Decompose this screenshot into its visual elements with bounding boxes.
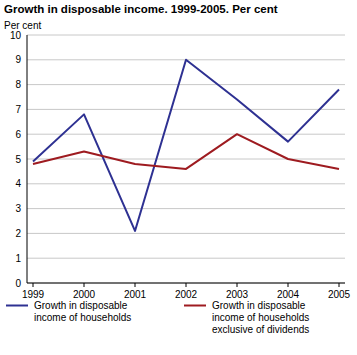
legend-label: Growth in disposableincome of households… (212, 300, 309, 335)
grid-line (27, 159, 345, 160)
grid-line (27, 258, 345, 259)
x-tick (135, 283, 136, 287)
plot-area (33, 60, 339, 231)
y-tick-label: 4 (15, 178, 21, 189)
grid-line (27, 208, 345, 209)
x-tick (339, 283, 340, 287)
y-tick-label: 10 (10, 30, 22, 41)
y-tick-label: 6 (15, 129, 21, 140)
y-tick-label: 1 (15, 253, 21, 264)
title: Growth in disposable income. 1999-2005. … (4, 3, 278, 15)
legend-line: exclusive of dividends (212, 324, 309, 335)
x-tick-label: 2005 (328, 289, 351, 300)
x-tick (237, 283, 238, 287)
x-tick-label: 2003 (226, 289, 249, 300)
legend-label: Growth in disposableincome of households (34, 300, 131, 323)
chart: Growth in disposable income. 1999-2005. … (0, 0, 357, 355)
x-tick-label: 2004 (277, 289, 300, 300)
x-tick (288, 283, 289, 287)
legend-line: income of households (212, 312, 309, 323)
y-tick-label: 7 (15, 104, 21, 115)
x-tick-label: 2001 (124, 289, 147, 300)
series-line (33, 60, 339, 231)
y-tick-label: 5 (15, 154, 21, 165)
x-tick (186, 283, 187, 287)
grid-line (27, 35, 345, 36)
y-tick-label: 0 (15, 278, 21, 289)
x-tick (33, 283, 34, 287)
x-tick-label: 2002 (175, 289, 198, 300)
y-axis (27, 35, 28, 283)
grid-line (27, 84, 345, 85)
grid-line (27, 134, 345, 135)
x-tick-label: 1999 (22, 289, 45, 300)
legend-line: Growth in disposable (212, 300, 306, 311)
y-tick-label: 3 (15, 203, 21, 214)
y-tick-label: 8 (15, 79, 21, 90)
legend-swatch (6, 305, 28, 307)
grid-line (27, 109, 345, 110)
y-tick-label: 9 (15, 54, 21, 65)
series-line (33, 134, 339, 169)
x-tick (84, 283, 85, 287)
legend-line: Growth in disposable (34, 300, 128, 311)
grid-line (27, 233, 345, 234)
x-tick-label: 2000 (73, 289, 96, 300)
legend-swatch (184, 305, 206, 307)
grid-line (27, 183, 345, 184)
y-tick-label: 2 (15, 228, 21, 239)
legend-line: income of households (34, 312, 131, 323)
